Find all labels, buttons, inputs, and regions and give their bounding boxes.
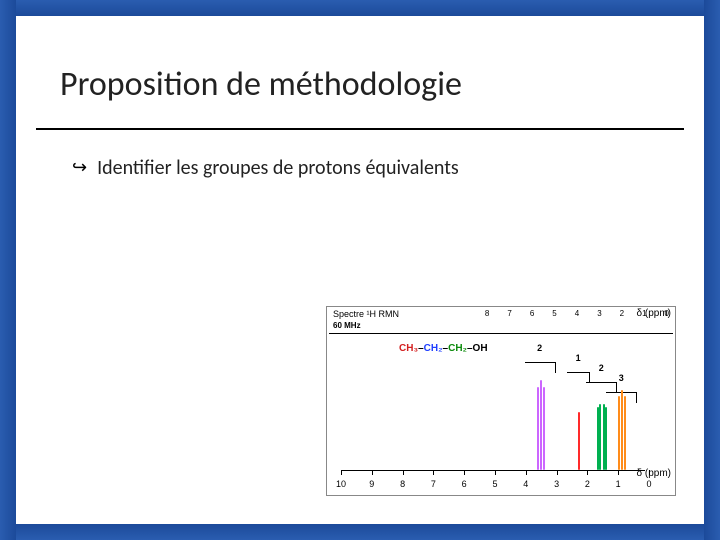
- nmr-peak: [543, 387, 545, 470]
- nmr-integral-value: 2: [599, 363, 604, 373]
- nmr-top-scale-tick: 2: [620, 309, 624, 319]
- nmr-top-row: Spectre ¹H RMN 876543210: [333, 309, 669, 319]
- nmr-figure: Spectre ¹H RMN 876543210 δ (ppm) 60 MHz …: [326, 306, 676, 496]
- nmr-peak: [621, 390, 623, 470]
- ppm-label-bottom: δ (ppm): [637, 468, 671, 479]
- content-area: Proposition de méthodologie ↪ Identifier…: [36, 36, 684, 504]
- nmr-x-tick-label: 9: [369, 479, 374, 489]
- bullet-arrow-icon: ↪: [72, 158, 87, 176]
- nmr-x-tick: [618, 470, 619, 475]
- nmr-integral-value: 2: [537, 343, 542, 353]
- nmr-peak: [605, 407, 607, 470]
- nmr-plot-area: δ (ppm) 1098765432102123: [329, 347, 673, 493]
- frame-bottom: [0, 524, 720, 540]
- nmr-x-tick-label: 8: [400, 479, 405, 489]
- nmr-x-tick: [464, 470, 465, 475]
- nmr-x-tick-label: 2: [585, 479, 590, 489]
- nmr-top-scale-tick: 7: [507, 309, 511, 319]
- nmr-inner: Spectre ¹H RMN 876543210 δ (ppm) 60 MHz …: [329, 309, 673, 493]
- nmr-x-tick-label: 5: [492, 479, 497, 489]
- nmr-x-tick-label: 1: [616, 479, 621, 489]
- nmr-top-scale-tick: 4: [575, 309, 579, 319]
- nmr-peak: [537, 387, 539, 470]
- nmr-x-tick-label: 3: [554, 479, 559, 489]
- nmr-integral-value: 3: [619, 373, 624, 383]
- ppm-label-top: δ (ppm): [637, 308, 671, 319]
- nmr-x-axis: [341, 470, 645, 471]
- nmr-x-tick: [495, 470, 496, 475]
- nmr-x-tick-label: 4: [523, 479, 528, 489]
- nmr-frequency-label: 60 MHz: [333, 321, 361, 330]
- nmr-x-tick: [341, 470, 342, 475]
- nmr-x-tick: [587, 470, 588, 475]
- nmr-peak: [618, 396, 620, 470]
- nmr-spectrum-label: Spectre ¹H RMN: [333, 309, 399, 319]
- nmr-x-tick: [526, 470, 527, 475]
- slide-title: Proposition de méthodologie: [60, 64, 462, 105]
- bullet-text: Identifier les groupes de protons équiva…: [97, 156, 459, 180]
- nmr-integral-value: 1: [576, 353, 581, 363]
- nmr-top-scale-tick: 8: [485, 309, 489, 319]
- nmr-peak: [540, 380, 542, 470]
- nmr-x-tick: [433, 470, 434, 475]
- title-divider: [36, 128, 684, 130]
- nmr-x-tick: [557, 470, 558, 475]
- slide: Proposition de méthodologie ↪ Identifier…: [0, 0, 720, 540]
- nmr-peak: [599, 404, 601, 471]
- nmr-peak: [624, 396, 626, 470]
- nmr-x-tick: [649, 470, 650, 475]
- nmr-x-tick-label: 6: [462, 479, 467, 489]
- nmr-header-divider: [329, 333, 673, 334]
- frame-left: [0, 0, 16, 540]
- nmr-top-scale-tick: 3: [597, 309, 601, 319]
- nmr-peak: [578, 412, 580, 470]
- nmr-x-tick: [403, 470, 404, 475]
- bullet-row: ↪ Identifier les groupes de protons équi…: [72, 156, 459, 180]
- nmr-top-scale-tick: 5: [552, 309, 556, 319]
- nmr-x-tick-label: 0: [646, 479, 651, 489]
- frame-right: [704, 0, 720, 540]
- nmr-x-tick-label: 10: [336, 479, 346, 489]
- nmr-x-tick: [372, 470, 373, 475]
- nmr-top-scale-tick: 6: [530, 309, 534, 319]
- nmr-integral-step: [525, 362, 556, 373]
- frame-top: [0, 0, 720, 16]
- nmr-x-tick-label: 7: [431, 479, 436, 489]
